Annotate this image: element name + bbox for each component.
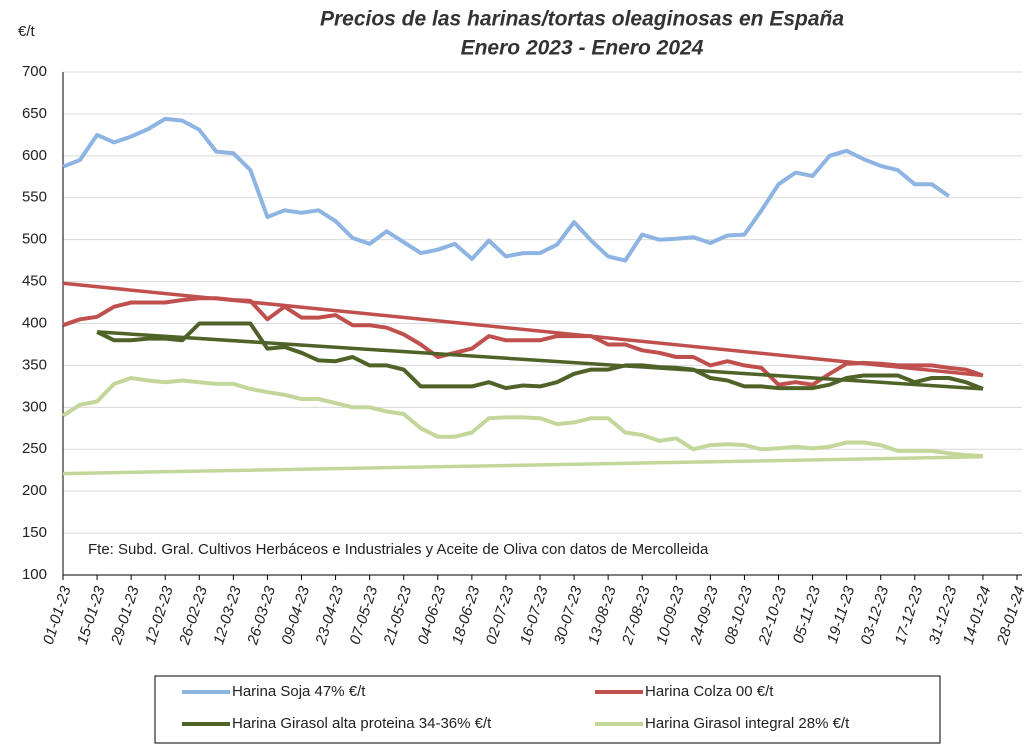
trend-line [96,330,984,391]
series-line [62,296,984,387]
x-tick-label: 01-01-23 [40,584,75,647]
x-tick-label: 16-07-23 [517,584,552,647]
trend-line [62,455,983,476]
x-tick-label: 08-10-23 [721,584,756,647]
series-line [62,116,951,263]
x-tick-label: 26-02-23 [176,584,211,648]
x-tick-label: 28-01-24 [994,584,1029,647]
y-tick-label: 250 [22,440,47,457]
y-tick-label: 400 [22,314,47,331]
y-tick-label: 500 [22,231,47,248]
y-tick-label: 700 [22,63,47,80]
x-tick-label: 24-09-23 [687,584,722,648]
legend-label: Harina Girasol alta proteina 34-36% €/t [232,715,492,732]
y-tick-label: 650 [22,105,47,122]
trend-line [62,281,984,378]
annotation: Fte: Subd. Gral. Cultivos Herbáceos e In… [88,541,709,558]
x-tick-label: 10-09-23 [653,584,688,647]
x-tick-label: 15-01-23 [74,584,109,647]
y-tick-label: 350 [22,356,47,373]
x-tick-label: 04-06-23 [415,584,450,647]
y-tick-label: 100 [22,566,47,583]
legend-box [154,675,941,744]
x-tick-label: 31-12-23 [926,584,961,647]
legend-label: Harina Girasol integral 28% €/t [645,715,850,732]
x-tick-label: 12-02-23 [142,584,177,647]
x-tick-label: 07-05-23 [346,584,381,647]
x-tick-label: 03-12-23 [858,584,893,647]
x-tick-label: 18-06-23 [449,584,484,647]
x-tick-label: 26-03-23 [244,584,279,648]
legend-label: Harina Colza 00 €/t [645,683,774,700]
x-tick-label: 02-07-23 [483,584,518,647]
x-tick-label: 23-04-23 [312,584,347,648]
x-tick-label: 13-08-23 [585,584,620,647]
y-tick-label: 450 [22,273,47,290]
x-tick-label: 29-01-23 [108,584,143,648]
x-tick-label: 17-12-23 [892,584,927,647]
x-tick-label: 30-07-23 [551,584,586,647]
chart-title: Precios de las harinas/tortas oleaginosa… [320,8,844,31]
y-tick-label: 550 [22,189,47,206]
chart-subtitle: Enero 2023 - Enero 2024 [461,37,704,60]
x-tick-label: 22-10-23 [755,584,790,648]
x-tick-label: 19-11-23 [824,584,859,646]
y-tick-label: 300 [22,398,47,415]
x-tick-label: 09-04-23 [278,584,313,647]
x-tick-label: 14-01-24 [960,584,995,646]
y-axis-label: €/t [18,23,36,40]
series-line [96,321,984,391]
x-tick-label: 21-05-23 [380,584,415,648]
y-tick-label: 200 [22,482,47,499]
y-tick-label: 150 [22,524,47,541]
x-tick-label: 05-11-23 [790,584,825,646]
series-line [61,376,984,458]
y-tick-label: 600 [22,147,47,164]
x-tick-label: 27-08-23 [619,584,654,648]
legend-label: Harina Soja 47% €/t [232,683,366,700]
x-tick-label: 12-03-23 [210,584,245,647]
